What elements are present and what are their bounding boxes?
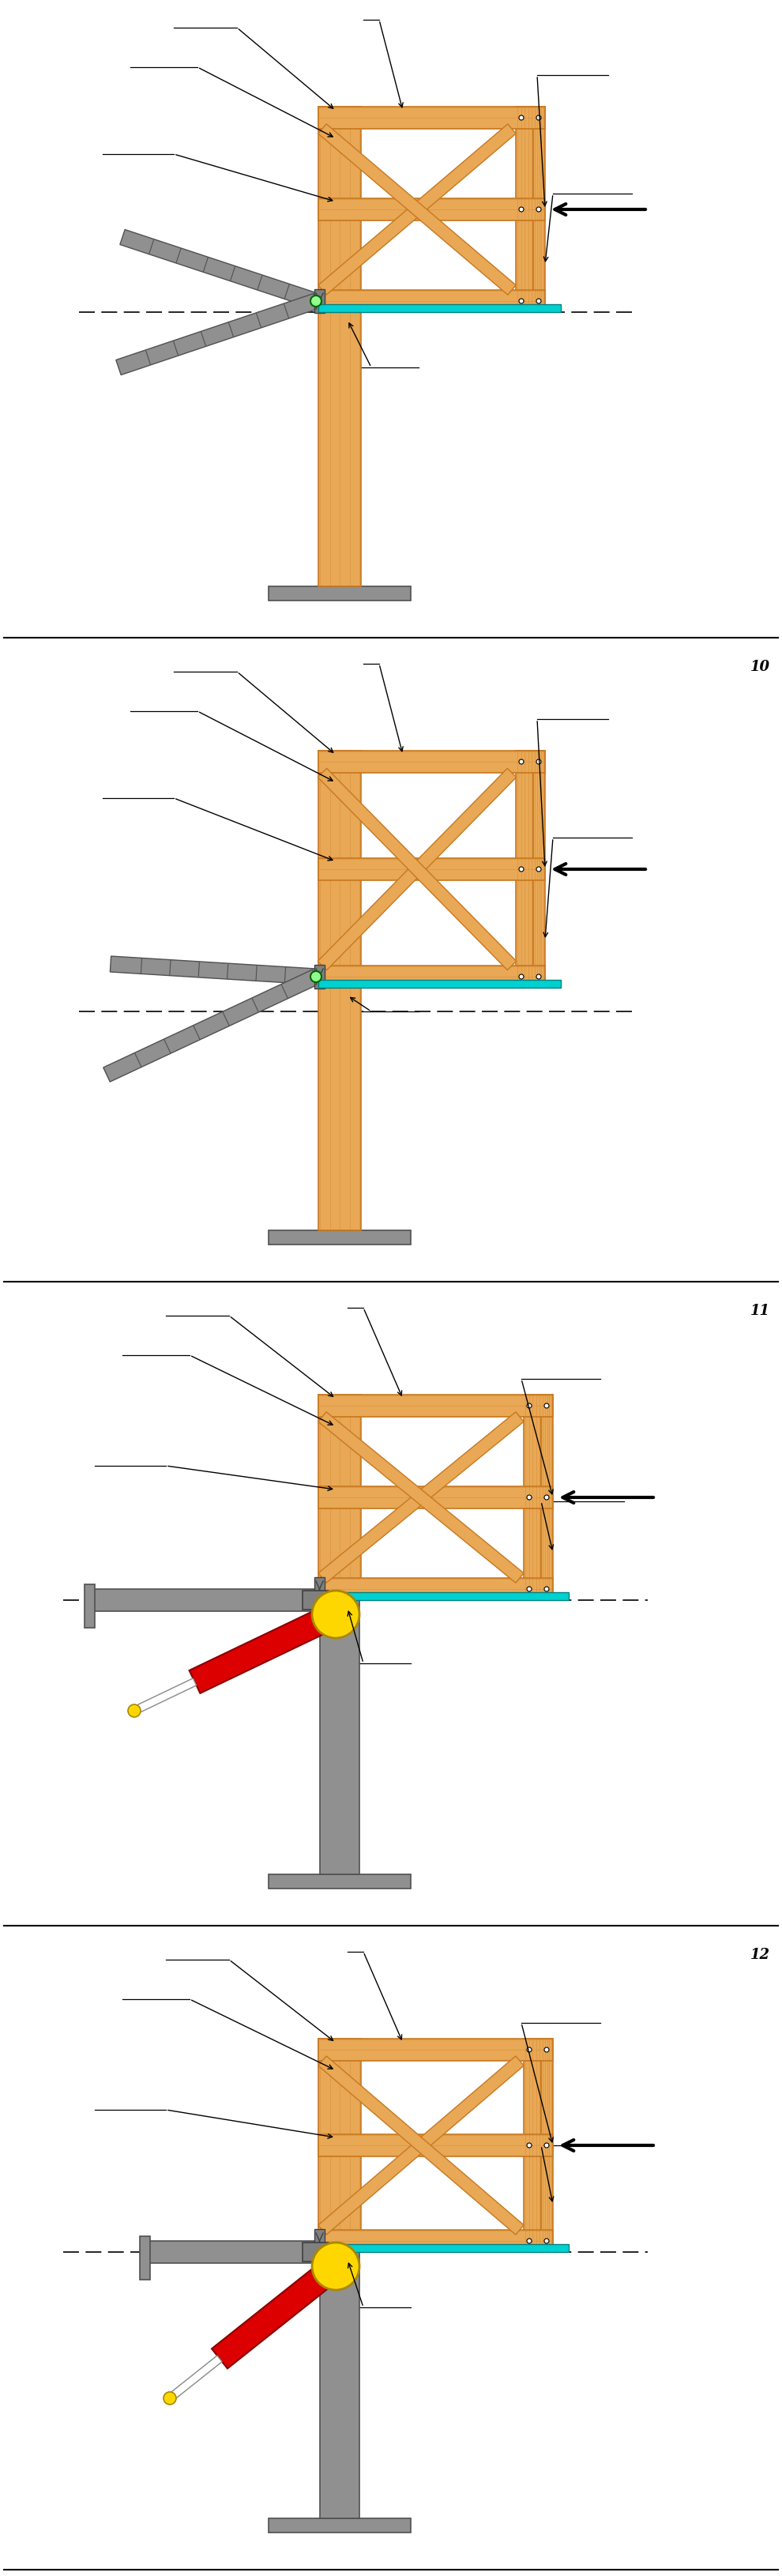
Circle shape [527, 1404, 532, 1409]
Circle shape [527, 1587, 532, 1592]
Polygon shape [318, 2056, 524, 2236]
Circle shape [310, 971, 321, 981]
Circle shape [527, 2143, 532, 2148]
Polygon shape [318, 1486, 553, 1510]
Circle shape [536, 116, 541, 121]
Polygon shape [303, 2244, 328, 2262]
Circle shape [544, 2143, 549, 2148]
Polygon shape [317, 768, 516, 971]
Polygon shape [318, 1394, 361, 1600]
Circle shape [128, 1705, 141, 1718]
Polygon shape [533, 750, 545, 987]
Circle shape [544, 1587, 549, 1592]
Polygon shape [320, 2251, 360, 2519]
Circle shape [536, 299, 541, 304]
Polygon shape [318, 750, 545, 773]
Text: 11: 11 [751, 1303, 770, 1319]
Circle shape [519, 868, 524, 871]
Circle shape [536, 974, 541, 979]
Polygon shape [318, 106, 545, 129]
Circle shape [519, 116, 524, 121]
Polygon shape [268, 587, 411, 600]
Polygon shape [91, 1589, 318, 1610]
Polygon shape [318, 979, 561, 987]
Circle shape [519, 760, 524, 765]
Polygon shape [318, 2231, 553, 2251]
Polygon shape [318, 291, 545, 312]
Polygon shape [120, 229, 318, 309]
Circle shape [519, 206, 524, 211]
Polygon shape [103, 969, 319, 1082]
Polygon shape [524, 1394, 541, 1600]
Polygon shape [116, 294, 318, 376]
Polygon shape [318, 750, 361, 1231]
Polygon shape [541, 1394, 553, 1600]
Polygon shape [318, 966, 545, 987]
Polygon shape [133, 1677, 196, 1713]
Circle shape [527, 1494, 532, 1499]
Polygon shape [318, 2244, 569, 2251]
Text: 12: 12 [751, 1947, 770, 1963]
Polygon shape [516, 106, 533, 312]
Polygon shape [320, 1600, 360, 1875]
Circle shape [527, 2239, 532, 2244]
Polygon shape [318, 1412, 524, 1582]
Polygon shape [318, 2136, 553, 2156]
Polygon shape [314, 966, 325, 989]
Circle shape [536, 206, 541, 211]
Polygon shape [268, 1875, 411, 1888]
Polygon shape [533, 106, 545, 312]
Circle shape [163, 2393, 176, 2403]
Polygon shape [318, 2056, 524, 2236]
Polygon shape [516, 750, 533, 987]
Polygon shape [318, 198, 545, 222]
Circle shape [544, 1494, 549, 1499]
Polygon shape [318, 858, 545, 881]
Polygon shape [314, 289, 325, 312]
Polygon shape [84, 1584, 95, 1628]
Polygon shape [318, 2038, 553, 2061]
Polygon shape [318, 1579, 553, 1600]
Polygon shape [140, 2236, 150, 2280]
Polygon shape [318, 304, 561, 312]
Polygon shape [318, 124, 516, 294]
Polygon shape [318, 106, 361, 587]
Polygon shape [314, 2228, 325, 2254]
Circle shape [536, 868, 541, 871]
Text: 10: 10 [751, 659, 770, 675]
Polygon shape [317, 768, 516, 971]
Circle shape [519, 299, 524, 304]
Circle shape [544, 2048, 549, 2053]
Polygon shape [318, 1592, 569, 1600]
Polygon shape [314, 1577, 325, 1600]
Circle shape [312, 2244, 360, 2290]
Polygon shape [541, 2038, 553, 2251]
Circle shape [544, 1404, 549, 1409]
Polygon shape [110, 956, 317, 984]
Polygon shape [146, 2241, 318, 2264]
Circle shape [527, 2048, 532, 2053]
Polygon shape [167, 2354, 222, 2401]
Polygon shape [318, 124, 516, 294]
Circle shape [312, 1589, 360, 1638]
Circle shape [519, 974, 524, 979]
Polygon shape [303, 1589, 328, 1610]
Circle shape [544, 2239, 549, 2244]
Polygon shape [268, 2519, 411, 2532]
Polygon shape [318, 1412, 524, 1582]
Polygon shape [268, 1231, 411, 1244]
Polygon shape [524, 2038, 541, 2251]
Circle shape [536, 760, 541, 765]
Polygon shape [318, 2038, 361, 2251]
Circle shape [310, 296, 321, 307]
Polygon shape [318, 1394, 553, 1417]
Polygon shape [189, 1602, 341, 1692]
Polygon shape [212, 2257, 343, 2367]
